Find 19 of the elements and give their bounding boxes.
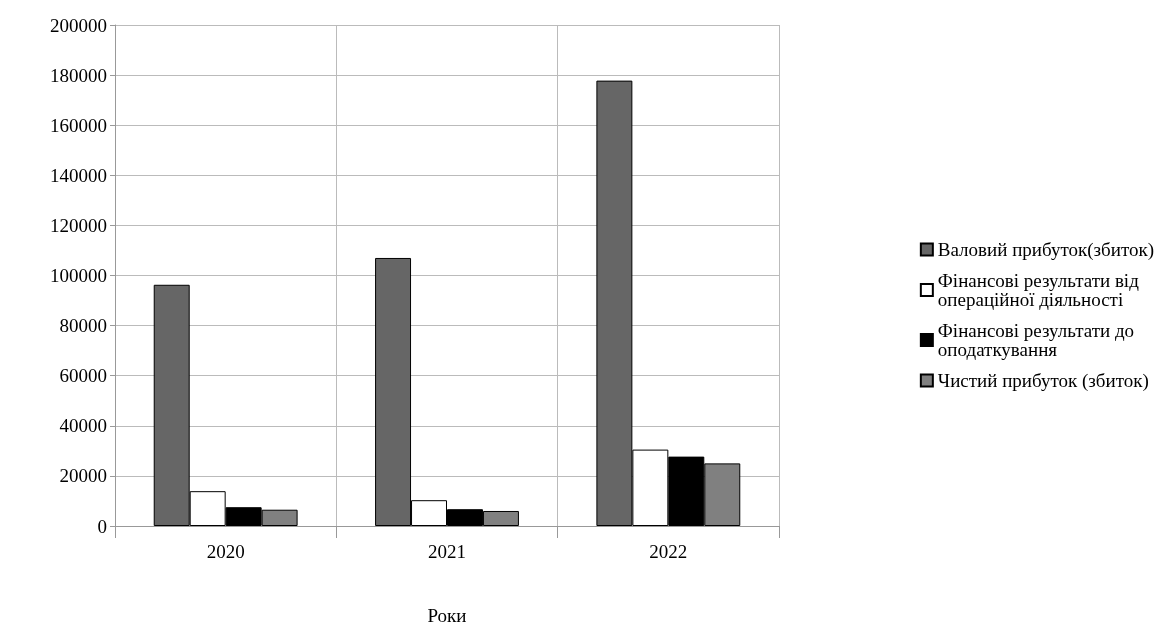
y-tick-label: 100000 xyxy=(50,265,107,286)
y-tick-label: 60000 xyxy=(59,365,107,387)
y-tick-label: 40000 xyxy=(59,415,107,437)
legend-label: Чистий прибуток (збиток) xyxy=(937,370,1149,392)
y-tick-label: 200000 xyxy=(50,14,107,36)
y-tick-label: 20000 xyxy=(59,465,107,487)
y-tick-label: 80000 xyxy=(59,315,107,337)
y-tick-label: 160000 xyxy=(50,114,107,136)
legend-label: Валовий прибуток(збиток) xyxy=(937,239,1154,261)
x-tick-label: 2022 xyxy=(649,541,688,562)
y-tick-label: 0 xyxy=(97,515,107,537)
legend-label: Фінансові результати до оподаткування xyxy=(937,320,1135,360)
x-tick-label: 2020 xyxy=(206,541,245,562)
y-tick-label: 140000 xyxy=(50,164,107,186)
legend-label: Фінансові результати від операційної діяльності xyxy=(937,270,1140,310)
y-tick-label: 120000 xyxy=(50,214,107,236)
x-tick-label: 2021 xyxy=(428,541,466,562)
y-tick-label: 180000 xyxy=(50,64,107,86)
x-axis-title: Роки xyxy=(427,605,467,626)
